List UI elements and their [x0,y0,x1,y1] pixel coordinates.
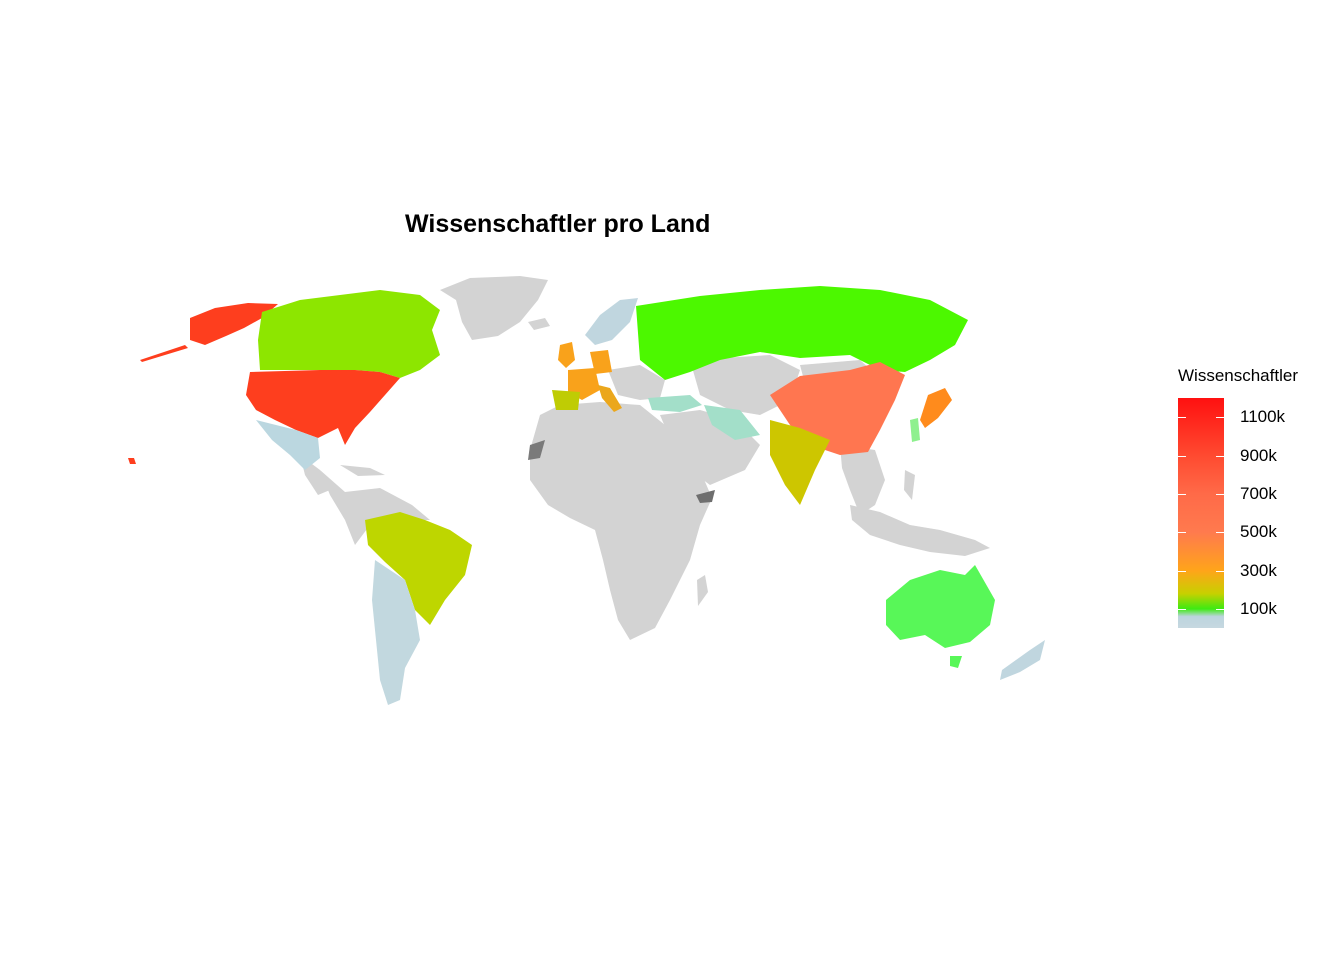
region-usa [246,370,400,445]
legend-tick-label: 300k [1240,560,1277,580]
legend-tick-mark [1178,608,1186,610]
legend-title: Wissenschaftler [1178,366,1298,385]
legend-tick-mark [1216,608,1224,610]
region-spain [552,390,580,410]
region-india [770,420,830,505]
legend-tick-mark [1178,455,1186,457]
central-asia [690,355,800,415]
legend-tick-label: 100k [1240,598,1277,618]
region-brazil [365,512,472,625]
southeast-asia [840,445,885,515]
somalia [696,490,715,503]
region-russia [636,286,968,380]
philippines [904,470,915,500]
legend-tick-mark [1216,455,1224,457]
western-sahara [528,440,545,460]
africa [530,402,712,640]
iceland [528,318,550,330]
indonesia [850,505,990,556]
region-australia [886,565,995,648]
legend: Wissenschaftler 1100k 900k 700k 500k 300k 100… [1178,364,1338,634]
legend-tick-label: 700k [1240,483,1277,503]
greenland [440,276,548,340]
region-uk [558,342,575,368]
legend-tick-label: 1100k [1240,407,1286,427]
region-scandinavia [585,298,638,345]
region-mexico [256,420,320,470]
caribbean [340,465,385,476]
legend-tick-label: 900k [1240,445,1277,465]
madagascar [697,575,708,606]
map-title: Wissenschaftler pro Land [405,210,711,238]
region-turkey [648,395,702,412]
region-canada [258,290,440,378]
region-new-zealand [1000,640,1045,680]
region-alaska [190,303,278,345]
data-countries [128,286,1045,705]
region-hawaii [128,458,136,464]
legend-tick-label: 500k [1240,522,1277,542]
region-argentina [372,560,420,705]
region-japan [920,388,952,428]
region-korea [910,418,920,442]
legend-tick-mark [1178,570,1186,572]
region-italy [598,385,622,412]
legend-tick-mark [1216,493,1224,495]
legend-color-bar [1178,398,1224,628]
legend-tick-mark [1178,417,1186,419]
legend-tick-mark [1216,570,1224,572]
region-germany [590,350,612,374]
no-data-landmasses [300,276,990,640]
region-iran [704,405,760,440]
legend-tick-mark [1216,532,1224,534]
region-aleutians [140,345,188,362]
legend-tick-mark [1216,417,1224,419]
south-america-north [320,470,430,545]
legend-tick-mark [1178,493,1186,495]
region-tasmania [950,656,962,668]
legend-tick-mark [1178,532,1186,534]
eastern-europe [608,365,665,400]
